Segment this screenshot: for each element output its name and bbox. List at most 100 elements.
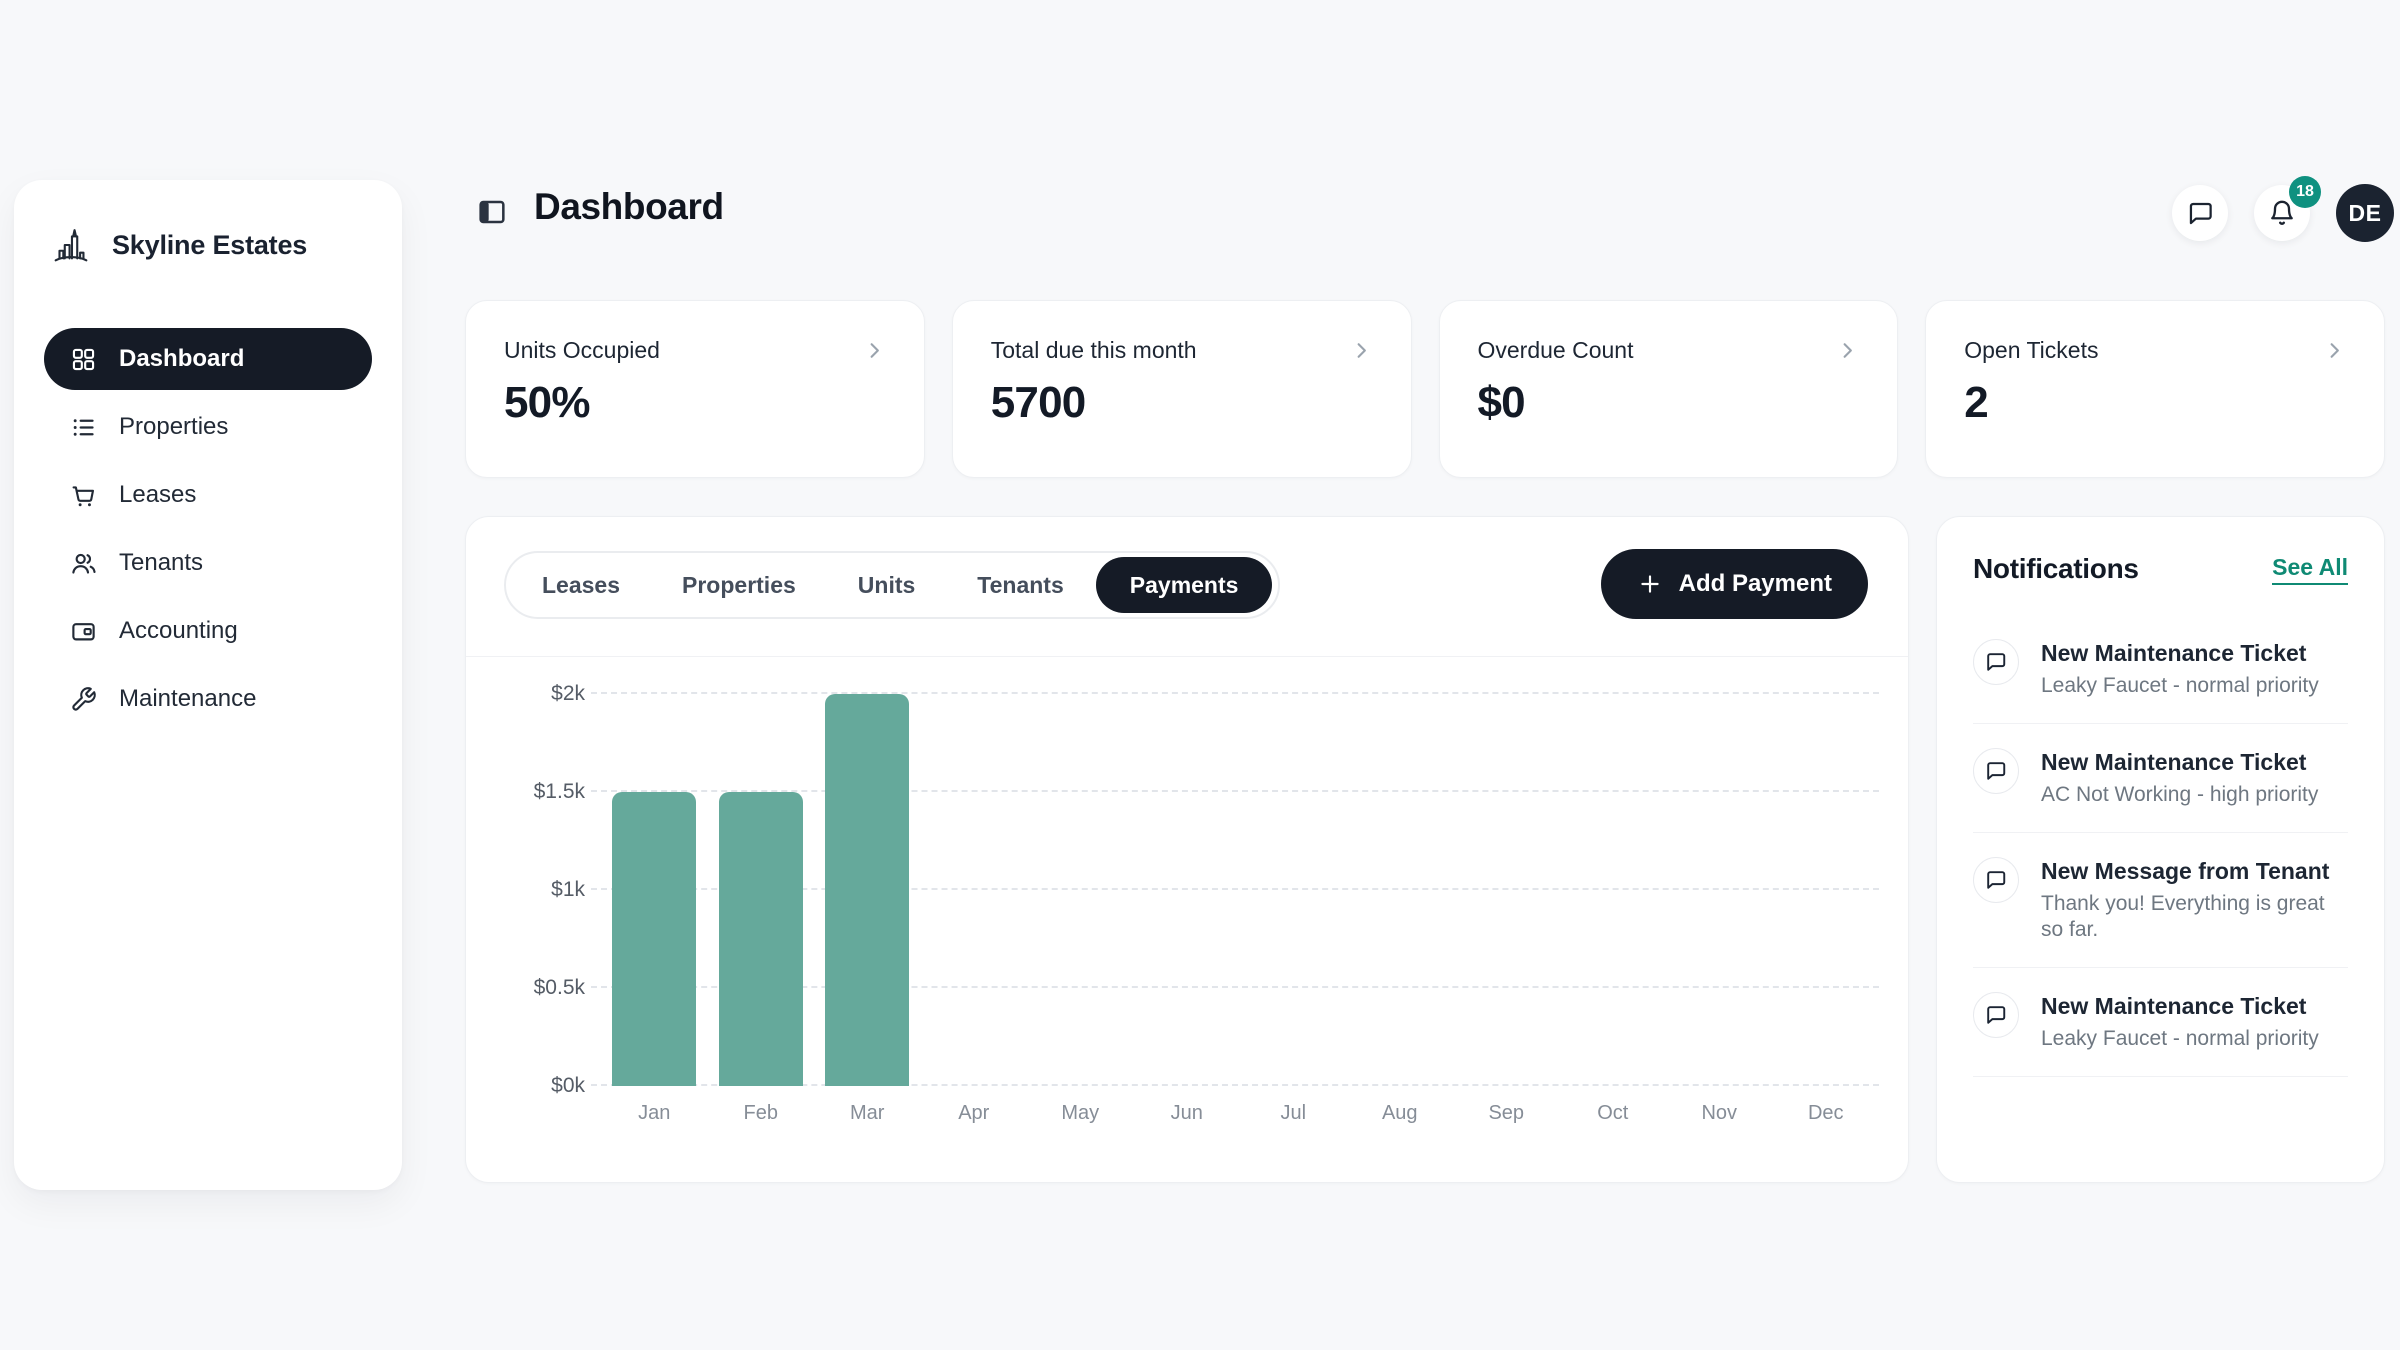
chat-icon	[1973, 857, 2019, 903]
sidebar: Skyline Estates Dashboard Properties	[14, 180, 402, 1190]
sidebar-item-label: Tenants	[119, 549, 204, 576]
stat-label: Open Tickets	[1964, 337, 2099, 363]
chat-icon	[2187, 200, 2214, 227]
notifications-panel: Notifications See All New Maintenance Ti…	[1936, 516, 2385, 1183]
skyline-logo-icon	[48, 222, 94, 268]
stat-value: $0	[1477, 378, 1526, 427]
notifications-title: Notifications	[1973, 553, 2139, 584]
stat-label: Units Occupied	[504, 337, 660, 363]
bar-jan[interactable]	[612, 792, 697, 1086]
stat-card-open-tickets[interactable]: Open Tickets 2	[1925, 300, 2385, 478]
x-axis-tick-label: Feb	[743, 1102, 778, 1124]
notification-title: New Maintenance Ticket	[2041, 993, 2307, 1020]
bar-feb[interactable]	[718, 792, 803, 1086]
chat-icon	[1973, 748, 2019, 794]
list-item[interactable]: New Maintenance Ticket Leaky Faucet - no…	[1973, 639, 2348, 724]
sidebar-nav: Dashboard Properties Leases	[14, 328, 402, 730]
list-item-partial[interactable]	[1973, 1077, 2348, 1091]
notification-subtitle: Thank you! Everything is great so far.	[2041, 891, 2325, 941]
users-icon	[70, 550, 97, 577]
notifications-list: New Maintenance Ticket Leaky Faucet - no…	[1973, 639, 2348, 1091]
sidebar-item-label: Properties	[119, 413, 229, 440]
x-axis-tick-label: Oct	[1597, 1102, 1629, 1124]
tab-payments[interactable]: Payments	[1095, 557, 1273, 613]
list-item[interactable]: New Message from Tenant Thank you! Every…	[1973, 833, 2348, 969]
gridline	[591, 1084, 1879, 1086]
sidebar-item-dashboard[interactable]: Dashboard	[44, 328, 372, 390]
sidebar-toggle-icon[interactable]	[476, 196, 508, 228]
x-axis-tick-label: Jun	[1170, 1102, 1203, 1124]
notification-subtitle: AC Not Working - high priority	[2041, 782, 2319, 806]
list-item[interactable]: New Maintenance Ticket AC Not Working - …	[1973, 724, 2348, 833]
bell-icon	[2268, 199, 2296, 227]
divider	[466, 656, 1908, 657]
notification-count-badge: 18	[2289, 176, 2321, 208]
page-title: Dashboard	[534, 186, 724, 227]
stat-value: 5700	[990, 378, 1086, 427]
y-axis-tick-label: $1.5k	[533, 780, 585, 803]
y-axis-tick-label: $0k	[551, 1074, 585, 1097]
brand: Skyline Estates	[14, 180, 402, 268]
sidebar-item-tenants[interactable]: Tenants	[44, 532, 372, 594]
stat-value: 2	[1964, 378, 1988, 427]
sidebar-item-label: Leases	[119, 481, 197, 508]
x-axis-tick-label: Dec	[1807, 1102, 1844, 1124]
notification-subtitle: Leaky Faucet - normal priority	[2041, 673, 2319, 697]
tab-leases[interactable]: Leases	[512, 557, 650, 613]
notification-title: New Message from Tenant	[2041, 858, 2330, 884]
add-payment-label: Add Payment	[1678, 570, 1832, 597]
x-axis-tick-label: Jul	[1280, 1102, 1307, 1124]
stat-label: Total due this month	[990, 337, 1197, 363]
tab-tenants[interactable]: Tenants	[947, 557, 1093, 613]
notification-title: New Maintenance Ticket	[2041, 640, 2307, 666]
chat-icon	[1973, 992, 2019, 1039]
x-axis-tick-label: May	[1061, 1102, 1100, 1124]
wrench-icon	[70, 686, 97, 713]
x-axis-tick-label: Nov	[1701, 1102, 1738, 1124]
list-item[interactable]: New Maintenance Ticket Leaky Faucet - no…	[1973, 968, 2348, 1078]
x-axis-tick-label: Sep	[1488, 1102, 1525, 1124]
gridline	[591, 790, 1879, 792]
gridline	[591, 888, 1879, 890]
see-all-link[interactable]: See All	[2272, 554, 2348, 585]
y-axis-tick-label: $1k	[551, 878, 585, 901]
bar-mar[interactable]	[825, 694, 910, 1086]
sidebar-item-label: Accounting	[119, 617, 238, 644]
y-axis-tick-label: $2k	[551, 682, 585, 705]
chevron-right-icon	[863, 339, 886, 362]
gridline	[591, 692, 1879, 694]
sidebar-item-properties[interactable]: Properties	[44, 396, 372, 458]
sidebar-item-maintenance[interactable]: Maintenance	[44, 668, 372, 730]
wallet-icon	[70, 618, 97, 645]
chevron-right-icon	[1350, 339, 1373, 362]
chevron-right-icon	[2323, 339, 2346, 362]
x-axis-tick-label: Mar	[850, 1102, 885, 1124]
add-payment-button[interactable]: Add Payment	[1600, 549, 1868, 619]
stat-card-units-occupied[interactable]: Units Occupied 50%	[465, 300, 925, 478]
x-axis-tick-label: Aug	[1381, 1102, 1418, 1124]
avatar[interactable]: DE	[2336, 184, 2394, 242]
stat-label: Overdue Count	[1477, 337, 1634, 363]
grid-icon	[70, 346, 97, 373]
tab-units[interactable]: Units	[828, 557, 946, 613]
chevron-right-icon	[1836, 339, 1859, 362]
tab-properties[interactable]: Properties	[652, 557, 826, 613]
y-axis-tick-label: $0.5k	[533, 976, 585, 999]
tab-bar: Leases Properties Units Tenants Payments	[504, 551, 1281, 619]
stat-card-overdue-count[interactable]: Overdue Count $0	[1438, 300, 1899, 478]
sidebar-item-label: Maintenance	[119, 685, 257, 712]
messages-button[interactable]	[2172, 185, 2228, 241]
notification-title: New Maintenance Ticket	[2041, 749, 2307, 775]
stat-card-total-due[interactable]: Total due this month 5700	[951, 300, 1412, 478]
list-icon	[70, 414, 97, 441]
sidebar-item-label: Dashboard	[119, 345, 245, 372]
header-actions: 18 DE	[2172, 176, 2394, 242]
sidebar-item-leases[interactable]: Leases	[44, 464, 372, 526]
chat-icon	[1973, 639, 2019, 685]
x-axis-tick-label: Jan	[638, 1102, 671, 1124]
notifications-button[interactable]: 18	[2254, 176, 2321, 241]
sidebar-item-accounting[interactable]: Accounting	[44, 600, 372, 662]
stats-row: Units Occupied 50% Total due this month …	[465, 300, 2385, 478]
plus-icon	[1637, 571, 1663, 597]
notification-subtitle: Leaky Faucet - normal priority	[2041, 1027, 2319, 1050]
